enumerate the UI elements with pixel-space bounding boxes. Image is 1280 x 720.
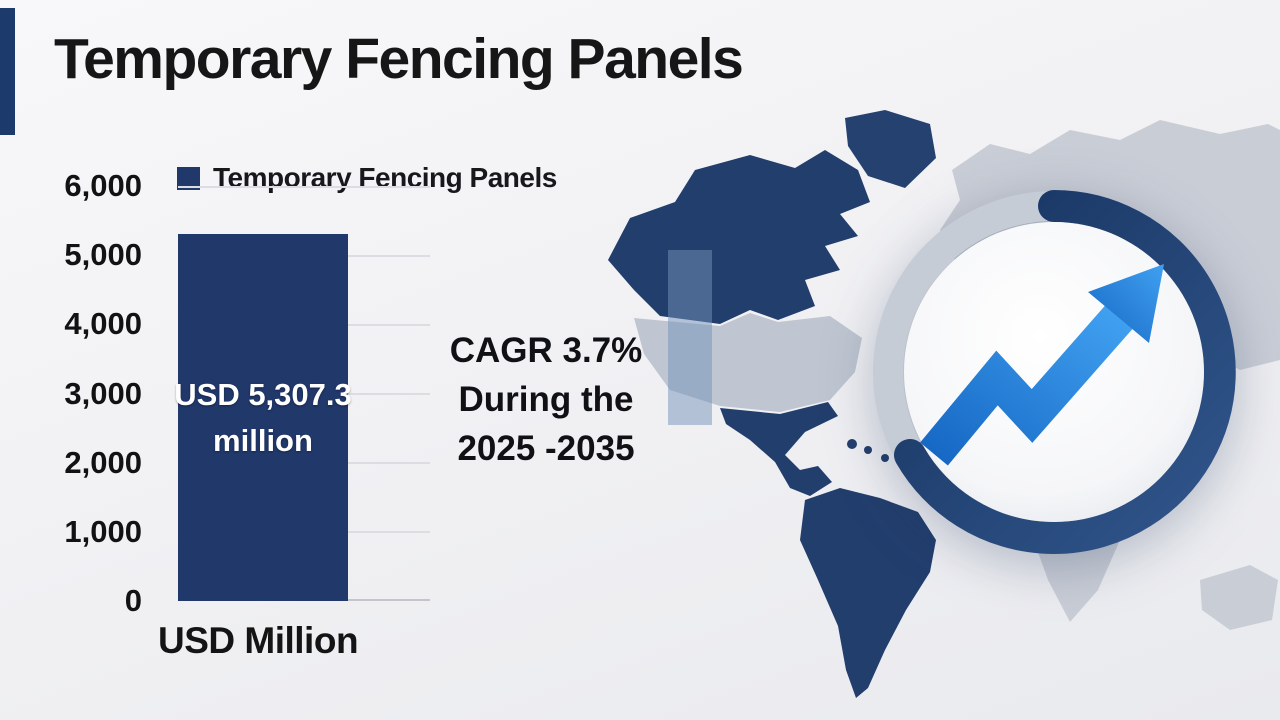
cagr-line2: During the bbox=[458, 380, 634, 419]
y-tick-4000: 4,000 bbox=[64, 306, 142, 341]
cagr-line3: 2025 -2035 bbox=[457, 429, 635, 468]
accent-bar bbox=[0, 8, 15, 135]
plot-area: USD 5,307.3 million bbox=[174, 186, 430, 601]
caribbean-island bbox=[864, 446, 872, 454]
badge-ring-navy bbox=[894, 190, 1236, 554]
y-tick-2000: 2,000 bbox=[64, 445, 142, 480]
legend-swatch-icon bbox=[177, 166, 200, 190]
central-america-shape bbox=[720, 402, 838, 496]
south-america-shape bbox=[800, 488, 936, 698]
caribbean-island bbox=[847, 439, 857, 449]
y-tick-1000: 1,000 bbox=[64, 514, 142, 549]
caribbean-island bbox=[881, 454, 889, 462]
y-axis: 6,000 5,000 4,000 3,000 2,000 1,000 0 bbox=[36, 0, 142, 720]
map-blue-band bbox=[668, 250, 712, 425]
y-tick-6000: 6,000 bbox=[64, 168, 142, 203]
y-tick-5000: 5,000 bbox=[64, 237, 142, 272]
axis-unit-caption: USD Million bbox=[158, 620, 359, 661]
growth-badge bbox=[873, 190, 1236, 554]
y-tick-3000: 3,000 bbox=[64, 376, 142, 411]
cagr-line1: CAGR 3.7% bbox=[449, 331, 643, 370]
y-tick-0: 0 bbox=[124, 583, 142, 618]
cagr-annotation: CAGR 3.7% During the 2025 -2035 bbox=[398, 326, 694, 473]
trend-up-arrow-icon bbox=[920, 264, 1164, 466]
bar-value-label-line2: million bbox=[213, 422, 313, 458]
canada-shape bbox=[608, 150, 870, 324]
greenland-shape bbox=[845, 110, 936, 188]
australia-shape bbox=[1200, 565, 1278, 630]
page-title: Temporary Fencing Panels bbox=[54, 27, 744, 91]
gridline bbox=[178, 186, 430, 188]
bar-value-label-line1: USD 5,307.3 bbox=[174, 376, 352, 412]
bar-temporary-fencing-panels: USD 5,307.3 million bbox=[174, 234, 352, 601]
